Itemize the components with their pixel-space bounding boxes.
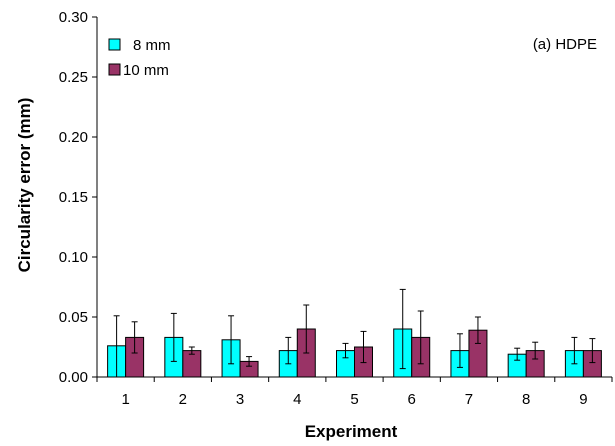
y-axis-title: Circularity error (mm) — [15, 98, 34, 273]
error-bar-10mm-exp-1 — [131, 321, 138, 354]
x-tick-label: 9 — [579, 391, 587, 408]
legend-label-8mm: 8 mm — [133, 37, 171, 54]
x-tick-label: 2 — [179, 391, 187, 408]
error-bar-10mm-exp-3 — [246, 356, 253, 367]
y-tick-label: 0.15 — [59, 189, 88, 206]
x-axis-title: Experiment — [305, 422, 398, 441]
plot-area — [97, 17, 612, 377]
x-tick-label: 6 — [408, 391, 416, 408]
axes-layer — [92, 16, 613, 382]
error-bar-8mm-exp-8 — [514, 347, 521, 361]
ticks-layer: 1 2 3 4 5 6 7 8 9 0.00 0.05 0.10 0.15 0.20 0.25 0.30 — [59, 9, 588, 408]
legend: 8 mm 10 mm — [108, 37, 171, 79]
y-tick-label: 0.25 — [59, 69, 88, 86]
y-tick-label: 0.05 — [59, 309, 88, 326]
x-tick-label: 4 — [293, 391, 301, 408]
error-bar-10mm-exp-9 — [589, 338, 596, 364]
y-tick-label: 0.30 — [59, 9, 88, 26]
error-bar-8mm-exp-3 — [228, 315, 235, 365]
legend-swatch-8mm — [108, 38, 121, 51]
error-bar-8mm-exp-4 — [285, 336, 292, 365]
y-tick-label: 0.20 — [59, 129, 88, 146]
error-bar-8mm-exp-5 — [342, 342, 349, 359]
error-bars-layer — [113, 288, 596, 378]
error-bar-8mm-exp-9 — [571, 336, 578, 365]
y-tick-label: 0.10 — [59, 249, 88, 266]
error-bar-10mm-exp-6 — [417, 310, 424, 365]
y-tick-label: 0.00 — [59, 369, 88, 386]
error-bar-10mm-exp-7 — [474, 316, 481, 344]
x-tick-label: 7 — [465, 391, 473, 408]
error-bar-8mm-exp-7 — [456, 333, 463, 368]
error-bar-8mm-exp-6 — [399, 288, 406, 370]
x-tick-label: 1 — [121, 391, 129, 408]
error-bar-10mm-exp-2 — [188, 346, 195, 355]
legend-label-10mm: 10 mm — [123, 62, 169, 79]
x-tick-label: 3 — [236, 391, 244, 408]
error-bar-10mm-exp-5 — [360, 330, 367, 364]
x-tick-label: 8 — [522, 391, 530, 408]
error-bar-8mm-exp-2 — [170, 312, 177, 362]
error-bar-10mm-exp-8 — [532, 341, 539, 360]
error-bar-10mm-exp-4 — [303, 304, 310, 354]
x-tick-label: 5 — [350, 391, 358, 408]
annotation-label: (a) HDPE — [533, 36, 597, 53]
legend-swatch-10mm — [108, 63, 121, 76]
